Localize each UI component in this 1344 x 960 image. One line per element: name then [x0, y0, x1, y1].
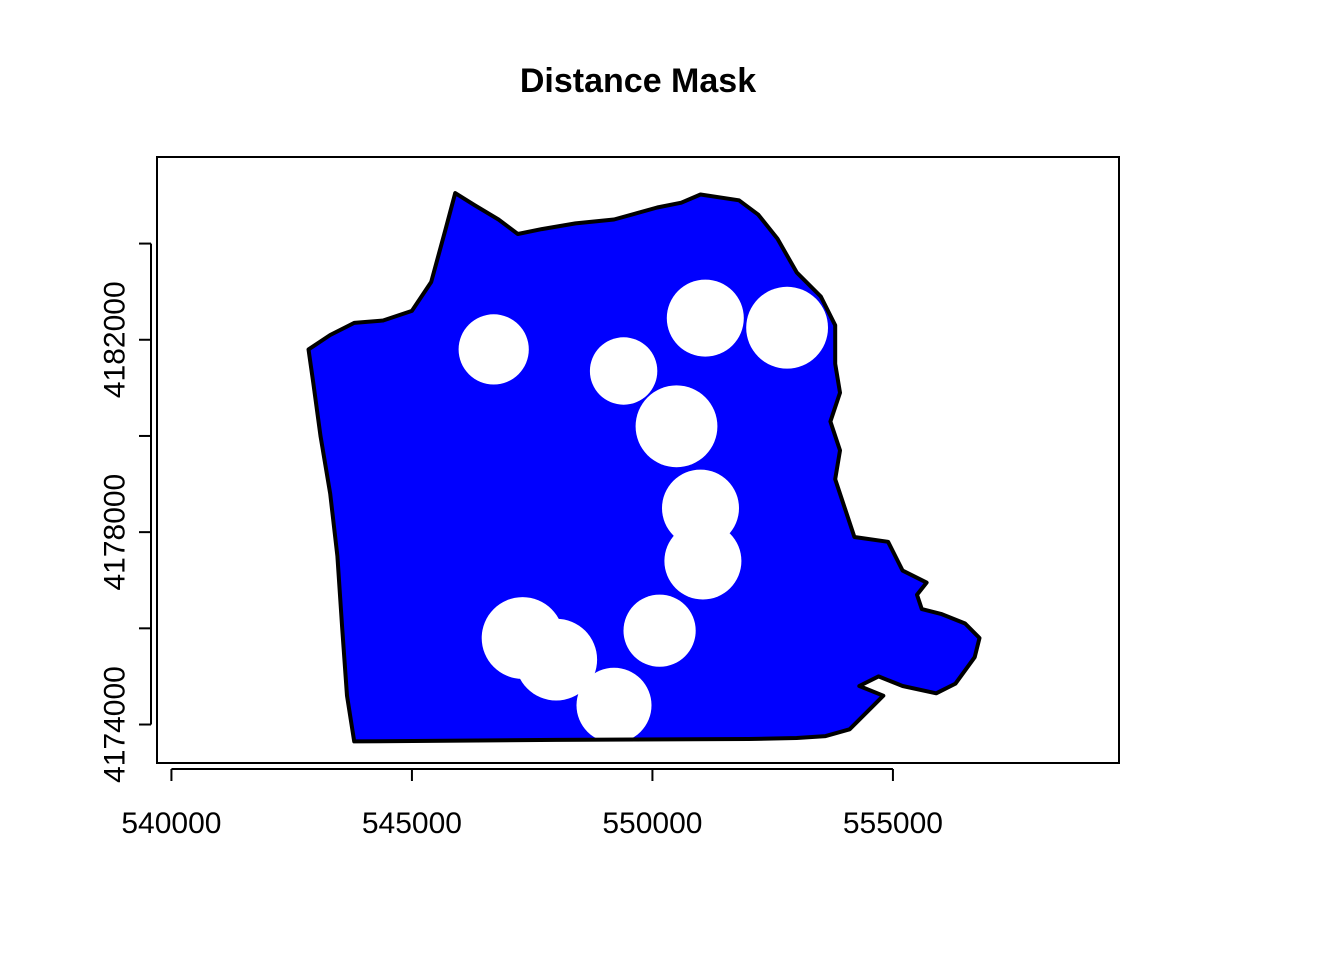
- map-layer: [306, 191, 982, 744]
- masked-zone-1: [458, 314, 529, 385]
- y-tick-label: 4182000: [99, 281, 132, 398]
- x-tick-label: 540000: [121, 807, 221, 840]
- y-axis: 4174000 4178000 4182000: [99, 242, 152, 783]
- x-tick-label: 550000: [602, 807, 702, 840]
- masked-zone-2: [589, 337, 658, 405]
- city-boundary-outline: [306, 191, 982, 744]
- masked-zone-11: [576, 667, 652, 743]
- chart-title: Distance Mask: [520, 62, 756, 100]
- masked-zone-4: [666, 279, 744, 357]
- y-tick-label: 4178000: [99, 474, 132, 591]
- masked-zone-9: [515, 618, 598, 701]
- x-tick-label: 555000: [843, 807, 943, 840]
- masked-zone-3: [635, 385, 718, 468]
- plot-frame: [156, 156, 1120, 764]
- y-tick-label: 4174000: [99, 666, 132, 783]
- masked-zone-7: [664, 522, 742, 600]
- masked-zone-10: [623, 594, 696, 667]
- x-axis: 540000 545000 550000 555000: [121, 768, 943, 840]
- masked-zone-5: [746, 286, 828, 369]
- x-tick-label: 545000: [362, 807, 462, 840]
